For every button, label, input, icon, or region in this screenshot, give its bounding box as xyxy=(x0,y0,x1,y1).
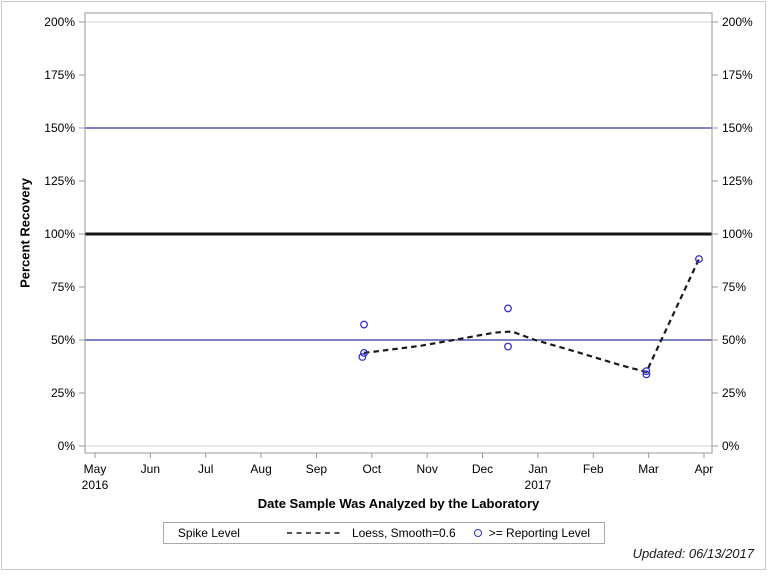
y-tick-label-right: 100% xyxy=(722,227,753,241)
legend-item-loess: Loess, Smooth=0.6 xyxy=(286,526,456,540)
legend: Spike Level Loess, Smooth=0.6 >= Reporti… xyxy=(0,522,768,544)
dashed-line-icon xyxy=(286,532,343,534)
x-tick-label: Feb xyxy=(583,462,604,476)
x-tick-label: Nov xyxy=(416,462,437,476)
data-point-marker xyxy=(504,342,512,351)
y-tick-label-left: 0% xyxy=(58,439,76,453)
data-point-marker xyxy=(642,367,651,376)
legend-item-label-reporting-level: >= Reporting Level xyxy=(488,526,591,540)
legend-title: Spike Level xyxy=(177,526,240,540)
data-point-marker xyxy=(504,304,512,313)
y-tick-label-left: 125% xyxy=(44,174,75,188)
y-tick-label-left: 50% xyxy=(51,333,75,347)
plot-frame xyxy=(84,12,713,454)
x-tick-label: Jan xyxy=(528,462,547,476)
y-tick-label-right: 50% xyxy=(722,333,746,347)
y-tick-label-right: 0% xyxy=(722,439,740,453)
data-point-marker xyxy=(358,353,367,361)
x-year-label: 2016 xyxy=(82,478,109,492)
legend-box: Spike Level Loess, Smooth=0.6 >= Reporti… xyxy=(162,522,606,544)
x-tick-label: Aug xyxy=(250,462,271,476)
x-tick-label: Sep xyxy=(306,462,328,476)
y-tick-label-right: 150% xyxy=(722,121,753,135)
x-tick-label: Jul xyxy=(198,462,213,476)
y-tick-label-left: 25% xyxy=(51,386,75,400)
open-circle-icon xyxy=(473,529,482,537)
y-tick-label-right: 175% xyxy=(722,68,753,82)
data-point-marker xyxy=(360,320,368,329)
y-tick-label-right: 200% xyxy=(722,15,753,29)
updated-timestamp: Updated: 06/13/2017 xyxy=(632,546,754,561)
y-axis-title: Percent Recovery xyxy=(17,178,33,288)
y-tick-label-left: 75% xyxy=(51,280,75,294)
x-tick-label: Jun xyxy=(141,462,160,476)
legend-item-label-loess: Loess, Smooth=0.6 xyxy=(351,526,456,540)
x-tick-label: Apr xyxy=(695,462,714,476)
x-tick-label: May xyxy=(84,462,107,476)
loess-curve xyxy=(363,258,700,374)
y-tick-label-left: 100% xyxy=(44,227,75,241)
x-tick-label: Dec xyxy=(472,462,493,476)
y-tick-label-right: 125% xyxy=(722,174,753,188)
x-tick-label: Mar xyxy=(638,462,659,476)
legend-item-reporting-level: >= Reporting Level xyxy=(473,526,591,540)
x-year-label: 2017 xyxy=(525,478,552,492)
data-point-marker xyxy=(695,255,703,263)
y-tick-label-right: 75% xyxy=(722,280,746,294)
x-axis-title: Date Sample Was Analyzed by the Laborato… xyxy=(257,496,540,511)
y-tick-label-left: 200% xyxy=(44,15,75,29)
data-point-marker xyxy=(360,348,368,357)
y-tick-label-right: 25% xyxy=(722,386,746,400)
y-tick-label-left: 150% xyxy=(44,121,75,135)
x-tick-label: Oct xyxy=(362,462,381,476)
data-point-marker xyxy=(642,370,651,379)
y-tick-label-left: 175% xyxy=(44,68,75,82)
